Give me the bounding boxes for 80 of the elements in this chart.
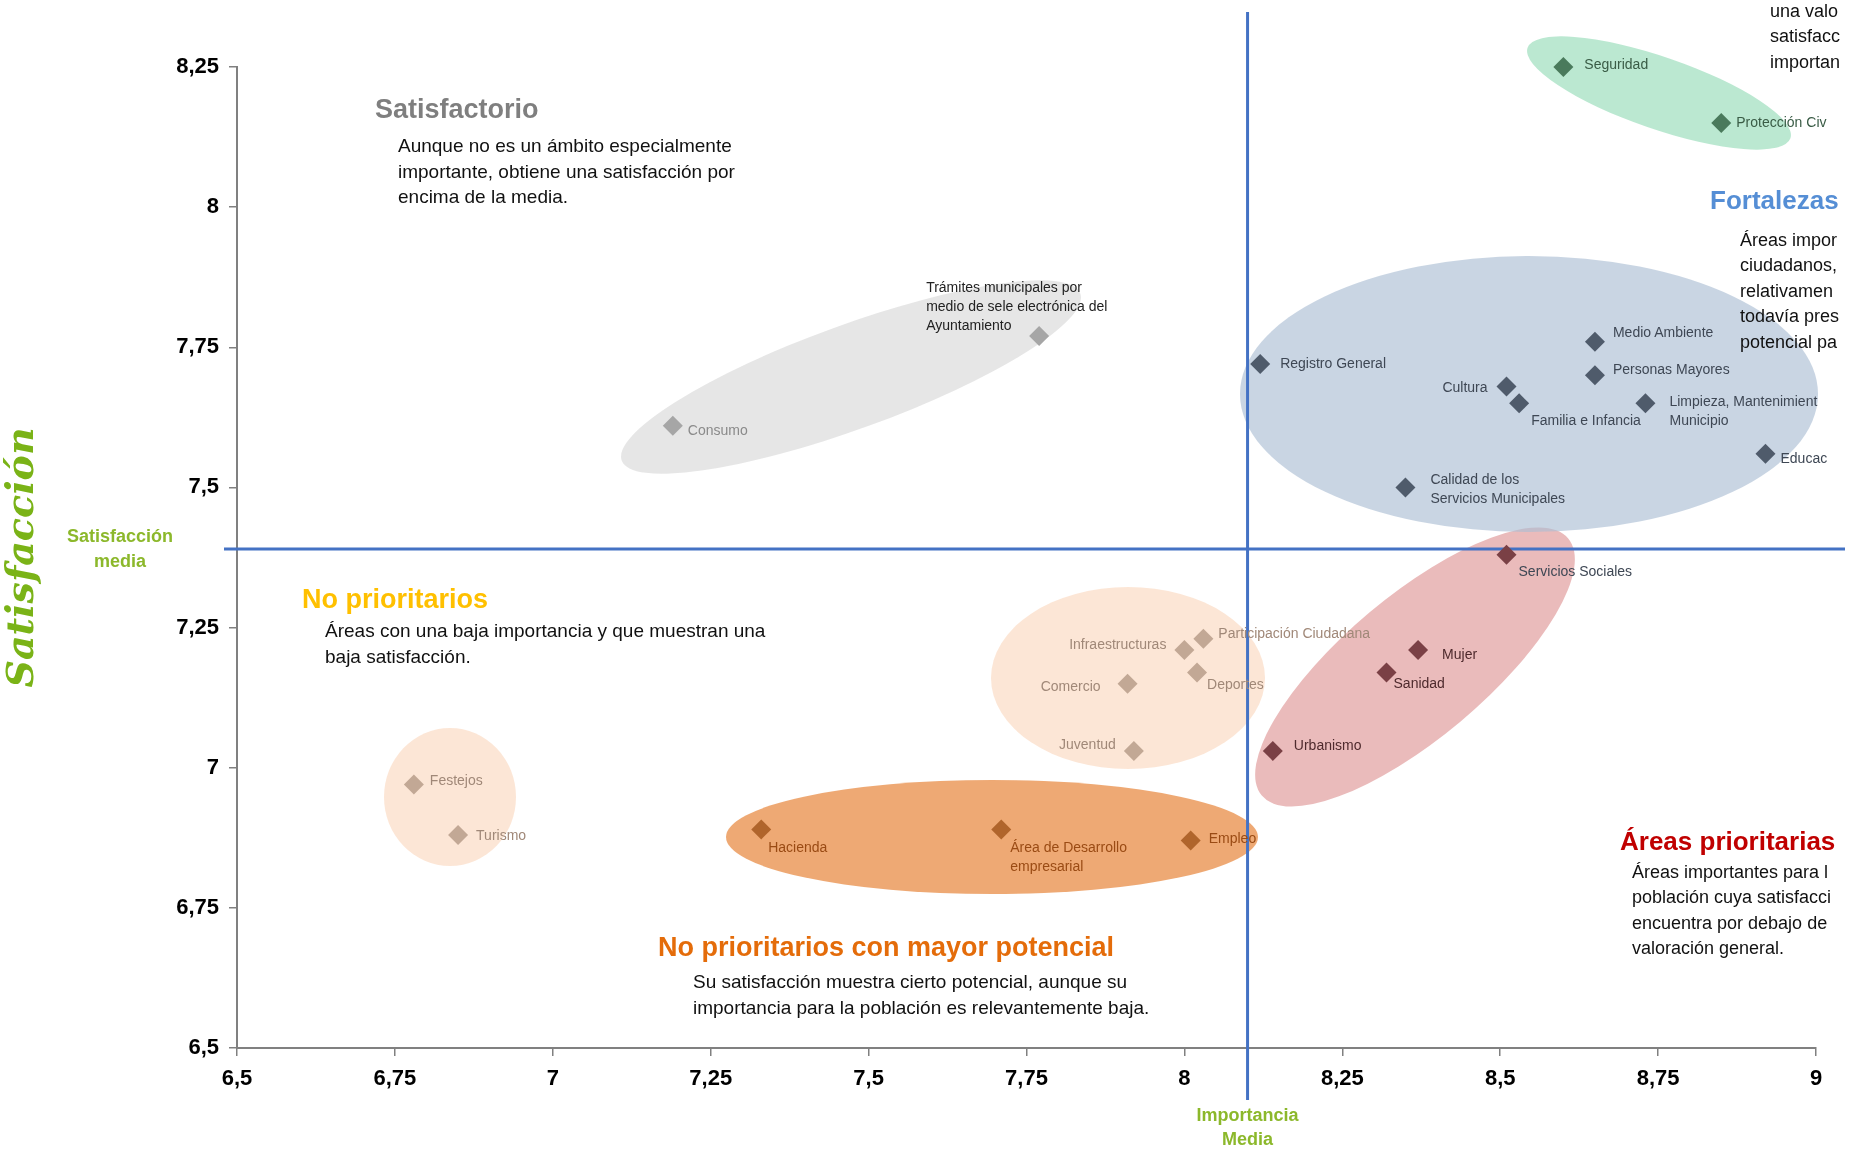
annotation: Medio Ambiente xyxy=(1612,323,1714,340)
ref-line-label: Satisfacción media xyxy=(66,526,174,572)
point xyxy=(1395,477,1416,498)
point xyxy=(1755,443,1776,464)
annotation: Juventud xyxy=(1059,735,1116,752)
point xyxy=(1635,393,1656,414)
annotation: No prioritarios con mayor potencial xyxy=(658,932,1115,963)
ref-line-label: Importancia Media xyxy=(1196,1104,1300,1149)
annotation: Cultura xyxy=(1442,379,1488,396)
point xyxy=(1180,830,1201,851)
annotation: Seguridad xyxy=(1584,55,1649,72)
annotation: Familia e Infancia xyxy=(1531,412,1642,429)
annotation: Turismo xyxy=(476,826,527,843)
point xyxy=(1029,326,1050,347)
point xyxy=(1711,113,1732,134)
point xyxy=(1509,393,1530,414)
x-tick-label: 6,75 xyxy=(373,1065,417,1091)
annotation: Servicios Sociales xyxy=(1518,562,1633,579)
x-tick-label: 8 xyxy=(1178,1065,1191,1091)
annotation: Personas Mayores xyxy=(1612,361,1730,378)
annotation: una valo satisfacc importan xyxy=(1770,0,1841,72)
x-tick-label: 9 xyxy=(1809,1065,1823,1091)
annotation: Sanidad xyxy=(1393,675,1445,692)
point xyxy=(1123,740,1144,761)
annotation: Mujer xyxy=(1442,645,1478,662)
y-tick-label: 6,5 xyxy=(188,1034,219,1060)
annotation: Áreas con una baja importancia y que muestran una baja satisfacción. xyxy=(325,620,766,668)
annotation: Comercio xyxy=(1040,678,1101,695)
annotation: Aunque no es un ámbito especialmente importante, obtiene una satisfacción por encima de la media. xyxy=(398,135,736,208)
annotation: Registro General xyxy=(1280,354,1387,371)
annotation: Consumo xyxy=(687,421,748,438)
annotation: Calidad de los Servicios Municipales xyxy=(1430,471,1566,507)
point xyxy=(403,774,424,795)
y-axis-title: Satisfacción xyxy=(0,427,42,688)
point xyxy=(991,819,1012,840)
annotation: Limpieza, Mantenimient Municipio xyxy=(1669,393,1818,429)
x-tick-label: 8,75 xyxy=(1636,1065,1680,1091)
point xyxy=(1193,628,1214,649)
annotation: Satisfactorio xyxy=(375,94,539,125)
annotation: Urbanismo xyxy=(1293,736,1362,753)
annotation: Áreas importantes para l población cuya satisfacci encuentra por debajo de valoración general. xyxy=(1632,861,1832,959)
point xyxy=(1584,365,1605,386)
point xyxy=(1187,662,1208,683)
y-tick-label: 7,75 xyxy=(176,333,219,359)
annotation: Festejos xyxy=(429,772,483,789)
x-tick-label: 7,5 xyxy=(853,1065,884,1091)
x-tick-label: 7,75 xyxy=(1005,1065,1048,1091)
y-tick-label: 8 xyxy=(206,193,219,219)
x-tick-label: 8,5 xyxy=(1484,1065,1516,1091)
x-tick-label: 8,25 xyxy=(1320,1065,1364,1091)
point xyxy=(1553,57,1574,77)
y-tick-label: 8,25 xyxy=(176,53,219,79)
x-tick-label: 7 xyxy=(546,1065,559,1091)
point xyxy=(1584,331,1605,352)
point xyxy=(1408,639,1429,660)
annotation: Infraestructuras xyxy=(1069,635,1167,652)
annotation: Educac xyxy=(1780,449,1828,466)
annotation: Trámites municipales por medio de sele electrónica del Ayuntamiento xyxy=(926,278,1108,333)
point xyxy=(1174,639,1195,660)
x-tick-label: 7,25 xyxy=(689,1065,733,1091)
annotation: Protección Civ xyxy=(1736,113,1827,130)
y-tick-label: 6,75 xyxy=(176,893,219,919)
annotation: No prioritarios xyxy=(302,584,489,615)
point xyxy=(662,415,683,436)
annotation: Área de Desarrollo empresarial xyxy=(1010,839,1128,875)
point xyxy=(448,824,469,845)
annotation: Áreas prioritarias xyxy=(1620,826,1836,857)
point xyxy=(1262,740,1283,761)
point xyxy=(1117,673,1138,694)
y-tick-label: 7,25 xyxy=(176,613,219,639)
point xyxy=(1496,544,1517,565)
point xyxy=(1250,354,1271,375)
annotation: Áreas impor ciudadanos, relativamen todavía pres potencial pa xyxy=(1740,229,1840,352)
y-tick-label: 7 xyxy=(206,753,219,779)
y-tick-label: 7,5 xyxy=(188,473,219,499)
annotation: Fortalezas xyxy=(1710,185,1839,216)
annotation: Su satisfacción muestra cierto potencial, aunque su importancia para la población es relevantemente baja. xyxy=(693,971,1150,1019)
point xyxy=(1496,376,1517,397)
annotation: Hacienda xyxy=(768,839,828,856)
point xyxy=(751,819,772,840)
